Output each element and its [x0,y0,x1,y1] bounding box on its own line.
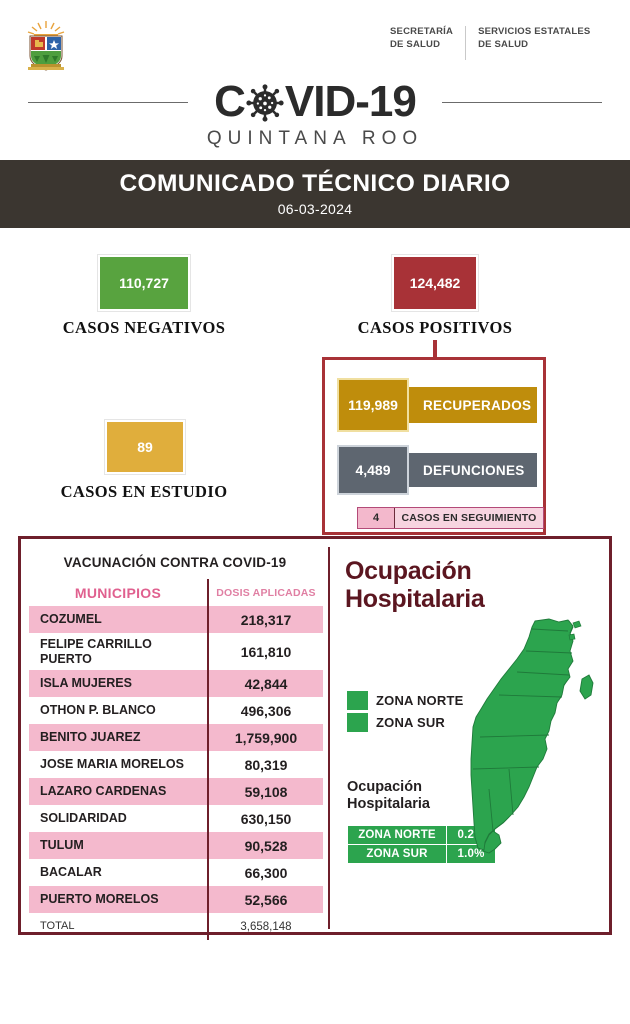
municipio-dosis: 496,306 [240,702,292,719]
municipio-name: BACALAR [29,859,209,886]
municipio-dosis: 42,844 [208,670,323,697]
total-label: TOTAL [29,913,209,940]
municipio-name: JOSE MARIA MORELOS [29,751,209,778]
page-subtitle: QUINTANA ROO [206,128,424,149]
vaccination-table: MUNICIPIOS DOSIS APLICADAS COZUMEL 218,3… [29,579,323,940]
defunciones-label: DEFUNCIONES [409,453,537,487]
quintana-roo-state-map-icon [469,617,599,887]
panel-vertical-divider [328,547,330,929]
column-header-municipios: MUNICIPIOS [29,579,209,606]
page-title: C VID-19 [0,76,630,128]
defunciones-value: 4,489 [337,445,409,495]
column-header-dosis: DOSIS APLICADAS [216,586,316,599]
municipio-name: PUERTO MORELOS [29,886,209,913]
title-rule-right [442,102,602,103]
table-row: BENITO JUAREZ 1,759,900 [29,724,323,751]
table-header-row: MUNICIPIOS DOSIS APLICADAS [29,579,323,606]
municipio-name: TULUM [29,832,209,859]
casos-positivos-value-box: 124,482 [391,254,479,312]
municipio-dosis: 66,300 [244,864,288,881]
municipio-name: ISLA MUJERES [29,670,209,697]
table-row: JOSE MARIA MORELOS 80,319 [29,751,323,778]
occupancy-zone-name: ZONA NORTE [347,825,447,845]
vaccination-table-title: VACUNACIÓN CONTRA COVID-19 [63,555,287,570]
table-row: ISLA MUJERES 42,844 [29,670,323,697]
casos-negativos-value-box: 110,727 [97,254,191,312]
legend-item-zona-norte: ZONA NORTE [347,691,463,710]
casos-en-estudio-label: CASOS EN ESTUDIO [60,482,228,501]
bottom-info-panel: VACUNACIÓN CONTRA COVID-19 MUNICIPIOS DO… [18,536,612,940]
servicios-estatales-label: SERVICIOS ESTATALES DE SALUD [478,26,591,50]
municipio-dosis: 1,759,900 [208,724,323,751]
table-row: LAZARO CARDENAS 59,108 [29,778,323,805]
ocupacion-hospitalaria-heading: Ocupación Hospitalaria [345,557,485,613]
table-row: TULUM 90,528 [29,832,323,859]
recuperados-row: 119,989 RECUPERADOS [337,378,537,432]
casos-en-seguimiento-label: CASOS EN SEGUIMIENTO [395,508,543,528]
map-legend: ZONA NORTE ZONA SUR [347,691,463,735]
covid-logo-title: C VID-19 QUINTANA ROO [0,76,630,158]
table-row: PUERTO MORELOS 52,566 [29,886,323,913]
defunciones-row: 4,489 DEFUNCIONES [337,445,537,495]
municipio-dosis: 59,108 [208,778,323,805]
table-total-row: TOTAL 3,658,148 [29,913,323,940]
municipio-name: FELIPE CARRILLO PUERTO [29,633,209,670]
page-header: SECRETARÍA DE SALUD SERVICIOS ESTATALES … [0,0,630,78]
table-row: COZUMEL 218,317 [29,606,323,633]
table-row: FELIPE CARRILLO PUERTO 161,810 [29,633,323,670]
banner-date: 06-03-2024 [277,201,353,217]
heading-line-2: Hospitalaria [345,585,485,613]
legend-label: ZONA NORTE [376,693,464,708]
zona-sur-color-swatch [347,713,368,732]
casos-en-estudio-value-box: 89 [104,419,186,475]
secretaria-de-salud-label: SECRETARÍA DE SALUD [390,26,454,50]
ocupacion-hospitalaria-subheading: Ocupación Hospitalaria [347,779,430,814]
table-row: BACALAR 66,300 [29,859,323,886]
casos-en-seguimiento-value: 4 [358,508,395,528]
legend-item-zona-sur: ZONA SUR [347,713,463,732]
heading-line-1: Ocupación [345,557,472,585]
total-value: 3,658,148 [240,920,292,933]
municipio-name: COZUMEL [29,606,209,633]
daily-report-banner: COMUNICADO TÉCNICO DIARIO 06-03-2024 [0,160,630,228]
occupancy-zone-name: ZONA SUR [347,844,447,864]
municipio-name: LAZARO CARDENAS [29,778,209,805]
casos-positivos-label: CASOS POSITIVOS [357,318,513,337]
casos-negativos-label: CASOS NEGATIVOS [62,318,226,337]
title-letter-c: C [214,77,246,126]
quintana-roo-coat-of-arms-icon [18,20,74,72]
recuperados-label: RECUPERADOS [409,387,537,423]
header-divider [465,26,467,60]
municipio-dosis: 218,317 [208,606,323,633]
legend-label: ZONA SUR [376,715,446,730]
casos-en-seguimiento-row: 4 CASOS EN SEGUIMIENTO [357,507,544,529]
coronavirus-icon [246,82,284,122]
municipio-name: BENITO JUAREZ [29,724,209,751]
positivos-connector-line [433,340,437,358]
subheading-line-2: Hospitalaria [347,796,430,813]
municipio-name: SOLIDARIDAD [29,805,209,832]
health-department-branding: SECRETARÍA DE SALUD SERVICIOS ESTATALES … [390,26,590,60]
table-row: SOLIDARIDAD 630,150 [29,805,323,832]
municipio-name: OTHON P. BLANCO [29,697,209,724]
table-row: OTHON P. BLANCO 496,306 [29,697,323,724]
title-rest: VID-19 [284,77,417,126]
recuperados-value: 119,989 [337,378,409,432]
municipio-dosis: 630,150 [240,810,292,827]
banner-title: COMUNICADO TÉCNICO DIARIO [119,170,511,197]
subheading-line-1: Ocupación [347,779,422,795]
municipio-dosis: 90,528 [208,832,323,859]
municipio-dosis: 161,810 [240,643,292,660]
title-rule-left [28,102,188,103]
municipio-dosis: 52,566 [208,886,323,913]
zona-norte-color-swatch [347,691,368,710]
municipio-dosis: 80,319 [244,756,288,773]
